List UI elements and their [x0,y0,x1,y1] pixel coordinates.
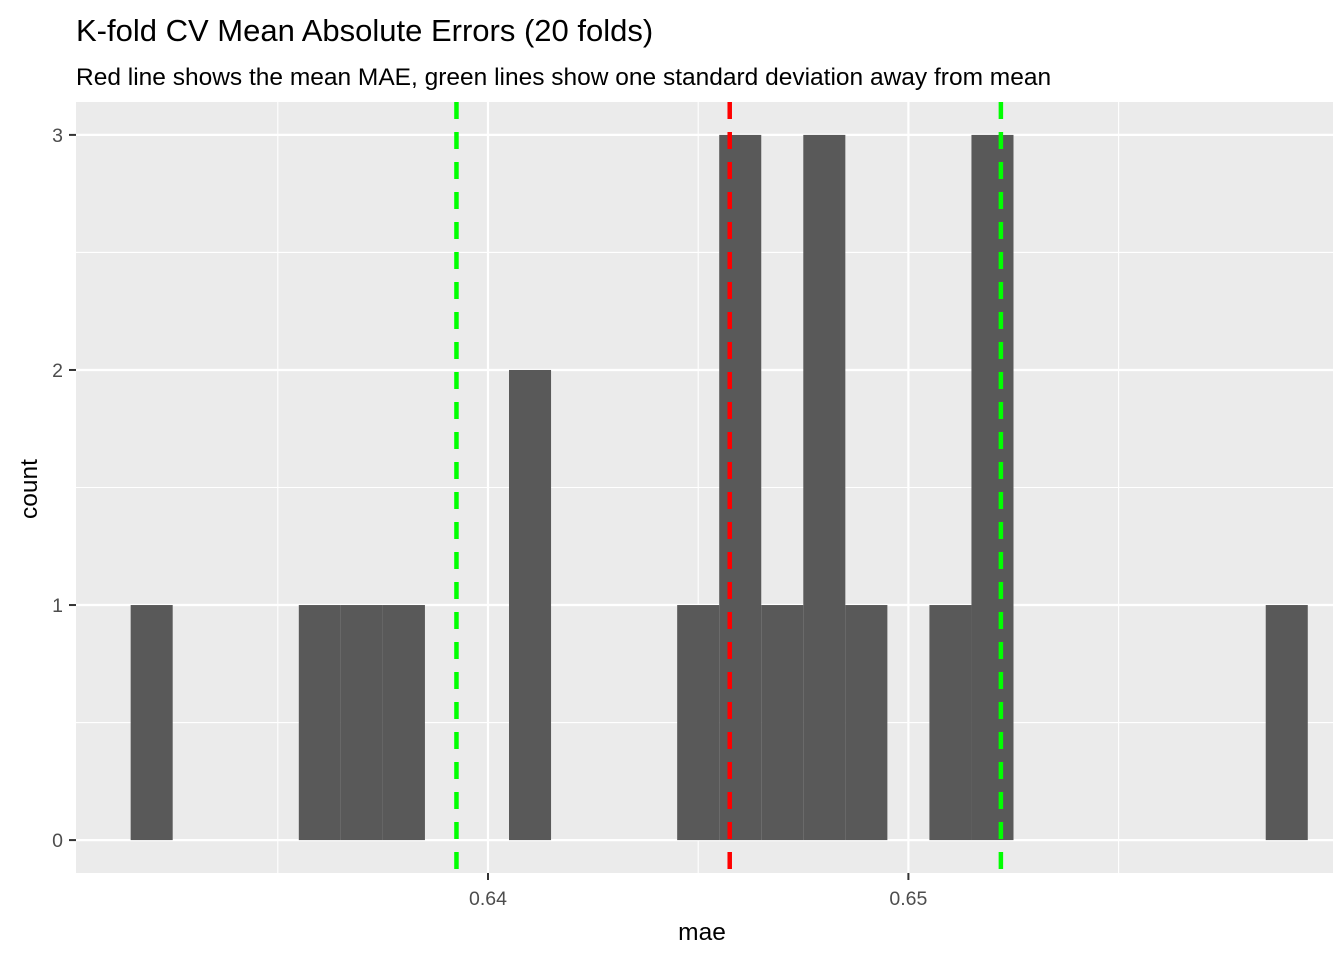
histogram-bar [382,605,425,841]
y-tick-label: 2 [52,360,63,382]
histogram-bar [929,605,972,841]
reference-lines [454,102,1004,873]
histogram-bar [1265,605,1308,841]
histogram-bar [719,134,762,841]
y-axis-title: count [16,459,43,519]
chart-title: K-fold CV Mean Absolute Errors (20 folds… [76,13,653,48]
histogram-bar [340,605,383,841]
y-tick-label: 0 [52,830,63,852]
histogram-bar [677,605,720,841]
histogram-bar [130,605,173,841]
histogram-bar [845,605,888,841]
histogram-bar [509,369,552,841]
x-tick-label: 0.64 [469,888,507,910]
y-tick-label: 3 [52,125,63,147]
y-axis: 0 1 2 3 [52,125,76,852]
y-tick-label: 1 [52,595,63,617]
x-axis: 0.64 0.65 [469,873,928,910]
histogram-bar [803,134,846,841]
histogram-bar [298,605,341,841]
histogram-bar [761,605,804,841]
x-axis-title: mae [678,919,726,946]
chart-subtitle: Red line shows the mean MAE, green lines… [76,64,1051,91]
histogram-bars [130,134,1308,841]
x-tick-label: 0.65 [889,888,927,910]
histogram-bar [971,134,1014,841]
